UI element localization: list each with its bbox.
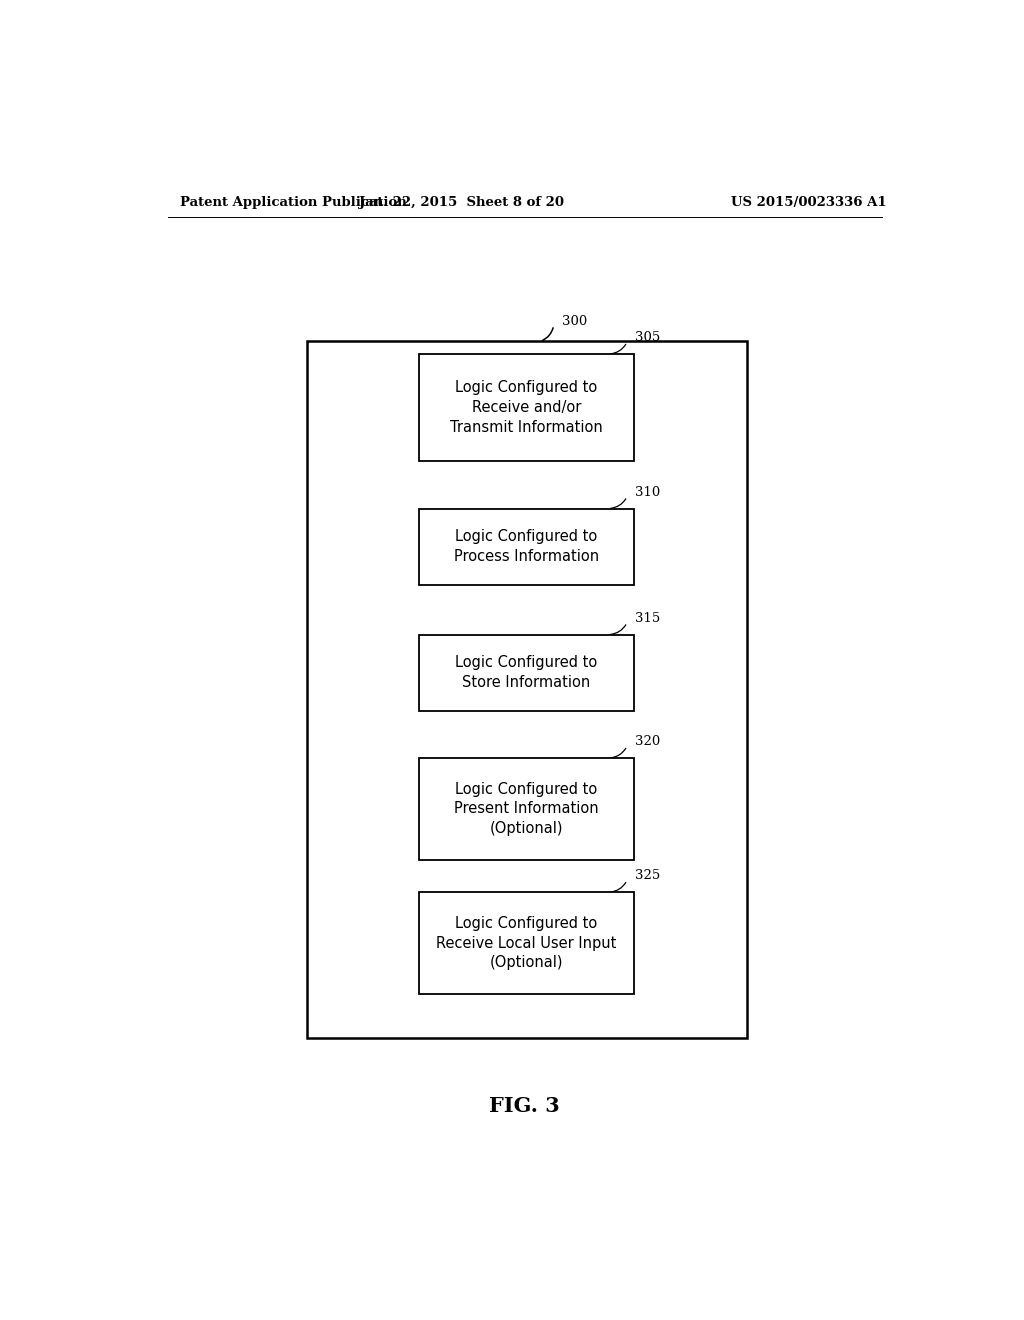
- Text: 315: 315: [635, 612, 660, 624]
- Bar: [419, 508, 634, 585]
- Bar: [419, 892, 634, 994]
- Text: Logic Configured to
Receive Local User Input
(Optional): Logic Configured to Receive Local User I…: [436, 916, 616, 970]
- Text: Logic Configured to
Store Information: Logic Configured to Store Information: [456, 655, 598, 690]
- Text: 300: 300: [561, 314, 587, 327]
- Text: Patent Application Publication: Patent Application Publication: [179, 195, 407, 209]
- Text: Logic Configured to
Present Information
(Optional): Logic Configured to Present Information …: [454, 781, 599, 836]
- Text: US 2015/0023336 A1: US 2015/0023336 A1: [731, 195, 887, 209]
- Text: 320: 320: [635, 735, 660, 748]
- Text: Logic Configured to
Process Information: Logic Configured to Process Information: [454, 529, 599, 564]
- Text: 305: 305: [635, 331, 660, 345]
- Bar: [306, 342, 748, 1038]
- Bar: [419, 635, 634, 710]
- Text: Logic Configured to
Receive and/or
Transmit Information: Logic Configured to Receive and/or Trans…: [450, 380, 603, 434]
- Text: 310: 310: [635, 486, 660, 499]
- Text: Jan. 22, 2015  Sheet 8 of 20: Jan. 22, 2015 Sheet 8 of 20: [358, 195, 564, 209]
- Bar: [419, 354, 634, 461]
- Text: 325: 325: [635, 870, 660, 883]
- Bar: [419, 758, 634, 859]
- Text: FIG. 3: FIG. 3: [489, 1096, 560, 1115]
